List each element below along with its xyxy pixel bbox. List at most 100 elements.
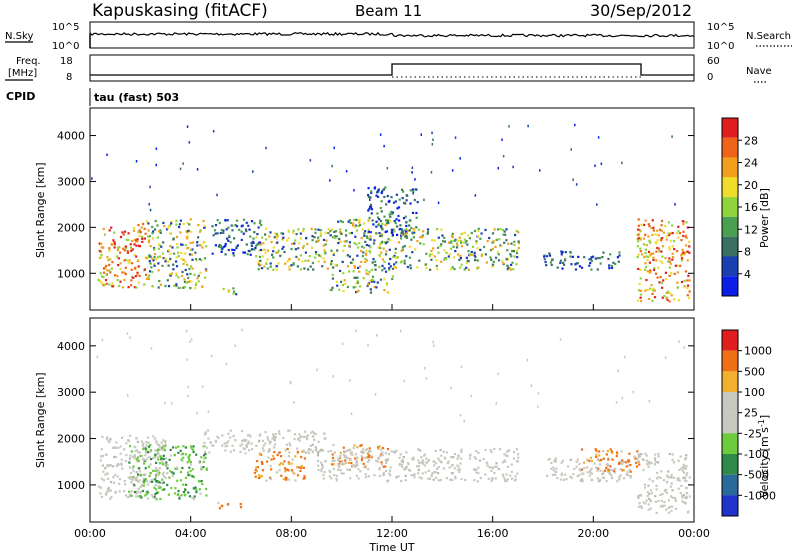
heatmap-cell (231, 229, 234, 232)
heatmap-cell (686, 259, 689, 262)
heatmap-cell (449, 478, 452, 481)
heatmap-cell (643, 256, 646, 259)
heatmap-cell (224, 253, 227, 256)
heatmap-cell (372, 258, 375, 261)
colorbar-label: 16 (744, 201, 758, 214)
heatmap-cell (599, 469, 602, 472)
heatmap-cell (411, 171, 413, 174)
heatmap-cell (573, 467, 576, 470)
heatmap-cell (339, 228, 342, 231)
heatmap-cell (164, 401, 166, 405)
heatmap-cell (384, 230, 387, 233)
heatmap-cell (327, 232, 330, 235)
heatmap-cell (179, 231, 182, 234)
heatmap-cell (644, 262, 647, 265)
heatmap-cell (169, 232, 172, 235)
heatmap-cell (111, 282, 114, 285)
heatmap-cell (669, 292, 672, 295)
heatmap-cell (130, 490, 133, 493)
heatmap-cell (397, 475, 400, 478)
heatmap-cell (578, 462, 581, 465)
heatmap-cell (563, 263, 566, 266)
heatmap-cell (380, 200, 383, 203)
heatmap-cell (196, 244, 199, 247)
heatmap-cell (311, 430, 314, 433)
heatmap-cell (365, 252, 368, 255)
heatmap-cell (633, 455, 636, 458)
heatmap-cell (137, 480, 140, 483)
heatmap-cell (453, 239, 456, 242)
heatmap-cell (621, 161, 623, 165)
heatmap-cell (143, 227, 146, 230)
heatmap-cell (121, 231, 124, 234)
heatmap-cell (513, 255, 516, 258)
heatmap-cell (611, 264, 614, 268)
heatmap-cell (391, 267, 395, 270)
heatmap-cell (391, 234, 394, 237)
heatmap-cell (206, 429, 210, 432)
heatmap-cell (322, 473, 325, 476)
heatmap-cell (369, 203, 373, 206)
heatmap-cell (245, 444, 248, 447)
heatmap-cell (610, 450, 613, 453)
heatmap-cell (283, 250, 286, 254)
beam-label: Beam 11 (355, 2, 422, 20)
heatmap-cell (682, 476, 685, 479)
heatmap-cell (637, 228, 640, 231)
heatmap-cell (614, 467, 617, 470)
heatmap-cell (189, 469, 192, 473)
heatmap-cell (216, 232, 219, 235)
heatmap-cell (640, 453, 643, 456)
heatmap-cell (253, 471, 256, 474)
heatmap-cell (515, 460, 518, 463)
colorbar-swatch (722, 276, 738, 296)
heatmap-cell (607, 458, 610, 461)
heatmap-cell (98, 249, 101, 253)
heatmap-cell (653, 268, 656, 272)
heatmap-cell (124, 247, 128, 250)
heatmap-cell (688, 279, 691, 282)
heatmap-cell (662, 479, 666, 482)
heatmap-cell (305, 451, 308, 454)
heatmap-cell (390, 196, 393, 199)
heatmap-cell (680, 254, 683, 257)
noise-tick-top-right: 10^5 (707, 22, 734, 33)
heatmap-cell (169, 470, 172, 473)
heatmap-cell (683, 479, 686, 482)
heatmap-cell (684, 496, 687, 499)
heatmap-cell (179, 286, 182, 290)
heatmap-cell (176, 246, 179, 249)
heatmap-cell (232, 287, 235, 290)
heatmap-cell (170, 486, 173, 490)
heatmap-cell (428, 477, 431, 480)
heatmap-cell (639, 494, 642, 497)
heatmap-cell (137, 455, 140, 459)
heatmap-cell (155, 480, 159, 483)
freq-tick-bottom: 8 (66, 72, 72, 83)
heatmap-cell (443, 240, 446, 243)
heatmap-cell (510, 463, 513, 466)
velocity-panel-frame (89, 317, 695, 523)
heatmap-cell (256, 466, 259, 469)
heatmap-cell (637, 233, 641, 236)
heatmap-cell (560, 474, 563, 477)
heatmap-cell (320, 232, 323, 235)
heatmap-cell (653, 289, 656, 292)
heatmap-cell (381, 228, 384, 231)
heatmap-cell (272, 250, 275, 253)
heatmap-cell (435, 264, 438, 268)
heatmap-cell (512, 451, 516, 454)
heatmap-cell (188, 253, 192, 256)
heatmap-cell (275, 232, 278, 235)
heatmap-cell (270, 458, 273, 461)
heatmap-cell (621, 396, 624, 400)
heatmap-cell (468, 457, 471, 460)
heatmap-cell (402, 217, 406, 220)
heatmap-cell (670, 476, 673, 479)
heatmap-cell (191, 468, 194, 471)
heatmap-cell (382, 472, 385, 475)
heatmap-cell (130, 268, 133, 271)
heatmap-cell (220, 250, 223, 253)
heatmap-cell (635, 461, 638, 464)
heatmap-cell (329, 449, 333, 453)
